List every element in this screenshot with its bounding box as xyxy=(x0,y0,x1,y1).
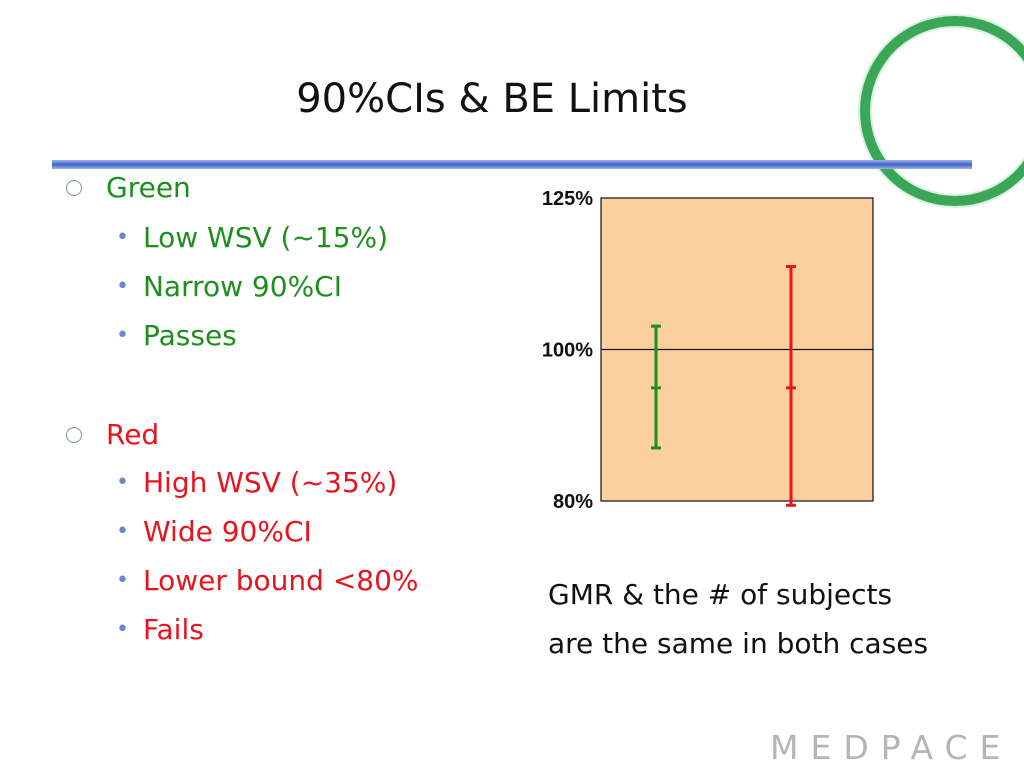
medpace-logo: MEDPACE xyxy=(770,728,1013,767)
bullet-red-item: • Lower bound <80% xyxy=(116,563,419,599)
bullet-green-item-text: Narrow 90%CI xyxy=(142,270,342,303)
bullet-red-item-text: High WSV (~35%) xyxy=(142,466,398,499)
bullet-red-item-text: Wide 90%CI xyxy=(142,515,312,548)
chart-note: GMR & the # of subjects are the same in … xyxy=(548,570,928,668)
chart-note-line: are the same in both cases xyxy=(548,627,929,660)
bullet-green-item-text: Passes xyxy=(142,319,237,352)
bullet-red-item-text: Fails xyxy=(142,613,204,646)
y-tick-label: 100% xyxy=(542,340,593,362)
y-tick-label: 125% xyxy=(542,188,593,210)
bullet-green-item: • Passes xyxy=(116,318,237,354)
bullet-dot-icon: • xyxy=(116,519,129,544)
bullet-green-item: • Narrow 90%CI xyxy=(116,269,342,305)
title-divider xyxy=(52,160,972,169)
bullet-red: Red xyxy=(60,417,159,453)
bullet-dot-icon: • xyxy=(116,225,129,250)
bullet-dot-icon: • xyxy=(116,568,129,593)
bullet-green-item: • Low WSV (~15%) xyxy=(116,220,388,256)
bullet-green-item-text: Low WSV (~15%) xyxy=(142,221,389,254)
y-tick-label: 80% xyxy=(553,491,593,513)
chart-note-line: GMR & the # of subjects xyxy=(548,578,893,611)
bullet-green: Green xyxy=(60,170,191,206)
bullet-red-item: • Fails xyxy=(116,612,204,648)
bullet-dot-icon: • xyxy=(116,470,129,495)
slide-title: 90%CIs & BE Limits xyxy=(296,76,688,122)
bullet-dot-icon: • xyxy=(116,323,129,348)
decorative-ring xyxy=(860,16,1024,206)
bullet-red-item-text: Lower bound <80% xyxy=(142,564,419,597)
bullet-red-label: Red xyxy=(106,418,160,451)
bullet-red-item: • High WSV (~35%) xyxy=(116,465,397,501)
hollow-circle-bullet-icon xyxy=(66,180,82,196)
bullet-dot-icon: • xyxy=(116,274,129,299)
bullet-red-item: • Wide 90%CI xyxy=(116,514,312,550)
bullet-green-label: Green xyxy=(106,171,191,204)
bullet-dot-icon: • xyxy=(116,617,129,642)
hollow-circle-bullet-icon xyxy=(66,427,82,443)
